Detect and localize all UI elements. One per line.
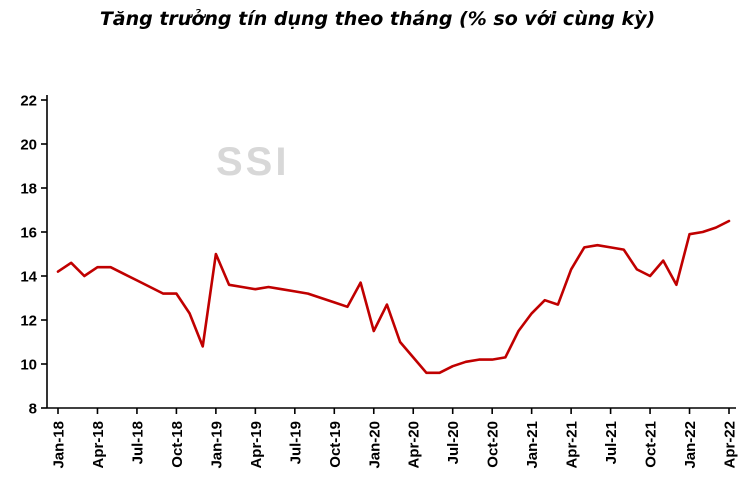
- ssi-watermark: SSI: [216, 140, 290, 184]
- x-tick-label: Jan-19: [208, 421, 225, 469]
- y-tick-label: 10: [20, 357, 37, 374]
- y-tick-label: 12: [20, 313, 37, 330]
- chart-title: Tăng trưởng tín dụng theo tháng (% so vớ…: [99, 8, 656, 30]
- x-tick-label: Jul-19: [287, 421, 304, 464]
- y-tick-label: 18: [20, 181, 37, 198]
- y-tick-label: 16: [20, 225, 37, 242]
- x-tick-label: Oct-20: [485, 421, 502, 468]
- x-tick-label: Jul-18: [129, 421, 146, 464]
- x-tick-label: Jan-20: [366, 421, 383, 469]
- x-tick-label: Jul-21: [603, 421, 620, 464]
- x-tick-label: Apr-18: [90, 421, 107, 469]
- x-tick-label: Oct-19: [327, 421, 344, 468]
- x-tick-label: Apr-20: [406, 421, 423, 469]
- credit-growth-series-line: [56, 219, 731, 375]
- y-tick-label: 14: [20, 269, 37, 286]
- y-tick-label: 22: [20, 93, 37, 110]
- x-tick-label: Jan-21: [524, 421, 541, 469]
- x-tick-label: Oct-18: [169, 421, 186, 468]
- y-tick-label: 8: [29, 401, 37, 418]
- x-tick-label: Jan-18: [51, 421, 68, 469]
- x-tick-label: Jul-20: [445, 421, 462, 464]
- x-tick-label: Apr-19: [248, 421, 265, 469]
- x-tick-label: Jan-22: [682, 421, 699, 469]
- x-tick-label: Apr-21: [564, 421, 581, 469]
- y-tick-label: 20: [20, 137, 37, 154]
- x-tick-label: Apr-22: [722, 421, 739, 469]
- x-tick-label: Oct-21: [643, 421, 660, 468]
